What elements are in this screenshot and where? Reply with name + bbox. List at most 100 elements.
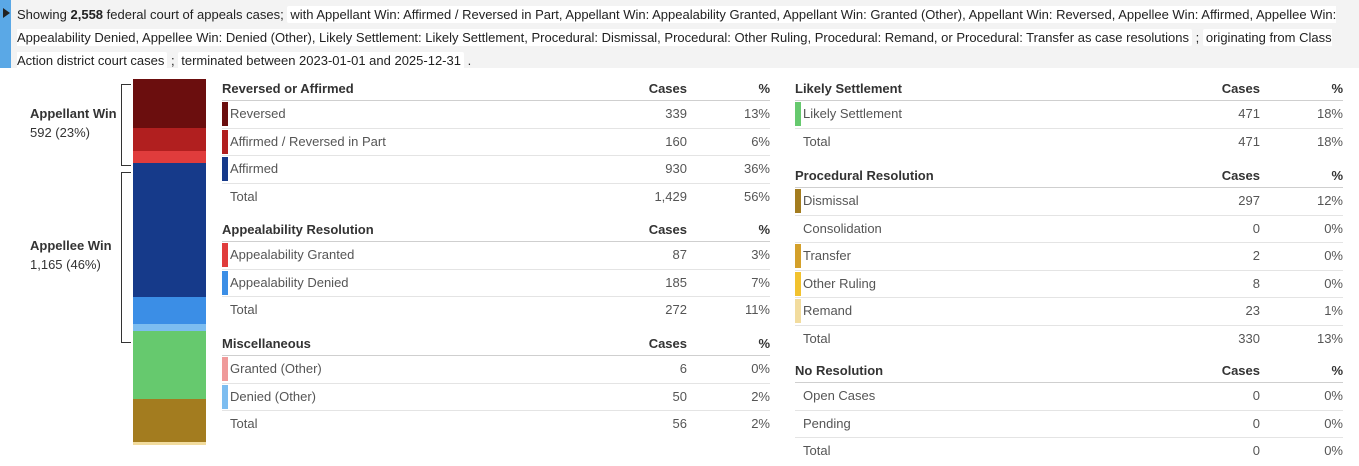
- showing-suffix: federal court of appeals cases;: [106, 7, 284, 22]
- total-label: Total: [803, 133, 831, 149]
- bar-segment-remand[interactable]: [133, 441, 206, 446]
- total-label: Total: [803, 443, 831, 458]
- total-cases: 1,429: [654, 188, 687, 204]
- row-cases: 160: [665, 133, 687, 149]
- total-percent: 11%: [744, 302, 770, 317]
- cases-column-header: Cases: [1221, 81, 1260, 96]
- table-row: Open Cases 0 0%: [795, 383, 1343, 411]
- total-label: Total: [230, 302, 258, 317]
- row-percent: 0%: [1324, 275, 1343, 291]
- table-likely-settlement: Likely Settlement Cases% Likely Settlement…: [795, 79, 1343, 155]
- bar-segment-reversed[interactable]: [133, 79, 206, 128]
- percent-column-header: %: [758, 336, 770, 351]
- row-label: Dismissal: [803, 193, 859, 208]
- table-miscellaneous: Miscellaneous Cases% Granted (Other) 6 0% Den…: [222, 334, 770, 438]
- color-swatch: [795, 299, 801, 323]
- row-cases: 87: [672, 247, 687, 262]
- row-percent: 1%: [1324, 303, 1343, 318]
- table-header: Reversed or Affirmed Cases%: [222, 79, 770, 101]
- row-label: Affirmed: [230, 161, 279, 176]
- row-cases: 0: [1252, 388, 1260, 403]
- color-swatch: [795, 189, 801, 213]
- row-label: Granted (Other): [230, 361, 322, 376]
- row-cases: 23: [1245, 303, 1260, 318]
- table-total-row: Total 272 11%: [222, 297, 770, 324]
- total-label: Total: [230, 188, 258, 204]
- table-row: Affirmed 930 36%: [222, 156, 770, 184]
- appellant-win-group: Appellant Win 592 (23%): [30, 104, 117, 142]
- color-swatch: [795, 244, 801, 268]
- table-row: Granted (Other) 6 0%: [222, 356, 770, 384]
- color-swatch: [222, 357, 228, 381]
- cases-column-header: Cases: [1221, 363, 1260, 378]
- case-count: 2,558: [70, 7, 104, 22]
- percent-column-header: %: [758, 81, 770, 96]
- row-label: Remand: [803, 303, 853, 318]
- total-percent: 0%: [1324, 443, 1343, 458]
- row-cases: 50: [672, 388, 687, 404]
- row-cases: 339: [665, 106, 687, 121]
- percent-column-header: %: [1331, 81, 1343, 96]
- bar-segment-dismissal[interactable]: [133, 399, 206, 442]
- bar-segment-appealability-granted[interactable]: [133, 150, 206, 164]
- color-swatch: [795, 102, 801, 126]
- section-title: Miscellaneous: [222, 336, 311, 351]
- section-title: Procedural Resolution: [795, 168, 934, 183]
- row-percent: 3%: [751, 247, 770, 262]
- percent-column-header: %: [1331, 363, 1343, 378]
- total-label: Total: [803, 330, 831, 346]
- table-header: Miscellaneous Cases%: [222, 334, 770, 356]
- expand-triangle-icon[interactable]: [3, 8, 10, 18]
- row-percent: 6%: [751, 133, 770, 149]
- table-row: Consolidation 0 0%: [795, 216, 1343, 243]
- row-label: Consolidation: [803, 220, 882, 236]
- row-percent: 36%: [743, 161, 770, 176]
- row-label: Affirmed / Reversed in Part: [230, 133, 386, 149]
- row-label: Likely Settlement: [803, 106, 902, 121]
- total-cases: 272: [665, 302, 687, 317]
- table-header: No Resolution Cases%: [795, 361, 1343, 383]
- section-title: Likely Settlement: [795, 81, 902, 96]
- bar-segment-likely-settlement[interactable]: [133, 331, 206, 400]
- section-title: Reversed or Affirmed: [222, 81, 354, 96]
- table-row: Appealability Denied 185 7%: [222, 270, 770, 297]
- table-appealability: Appealability Resolution Cases% Appealabil…: [222, 220, 770, 324]
- row-label: Appealability Denied: [230, 274, 349, 290]
- bar-segment-affirmed-reversed-in-part[interactable]: [133, 127, 206, 151]
- color-swatch: [222, 384, 228, 409]
- resolution-stacked-bar: [133, 79, 206, 466]
- row-label: Reversed: [230, 106, 286, 121]
- total-percent: 2%: [751, 416, 770, 431]
- row-cases: 297: [1238, 193, 1260, 208]
- date-filter-chip[interactable]: terminated between 2023-01-01 and 2025-1…: [178, 52, 464, 69]
- row-label: Other Ruling: [803, 275, 876, 291]
- row-percent: 0%: [751, 361, 770, 376]
- separator: ;: [171, 53, 175, 68]
- bar-segment-denied-other[interactable]: [133, 324, 206, 332]
- appellant-bracket: [121, 84, 131, 166]
- row-percent: 0%: [1324, 415, 1343, 431]
- table-header: Likely Settlement Cases%: [795, 79, 1343, 101]
- appellee-win-value: 1,165 (46%): [30, 257, 101, 272]
- table-header: Appealability Resolution Cases%: [222, 220, 770, 242]
- cases-column-header: Cases: [648, 81, 687, 96]
- total-label: Total: [230, 416, 258, 431]
- appellant-win-label: Appellant Win: [30, 106, 117, 121]
- appellant-win-value: 592 (23%): [30, 125, 90, 140]
- row-label: Transfer: [803, 248, 851, 263]
- row-label: Denied (Other): [230, 388, 316, 404]
- total-cases: 471: [1238, 133, 1260, 149]
- table-row: Other Ruling 8 0%: [795, 271, 1343, 298]
- bar-segment-appealability-denied[interactable]: [133, 297, 206, 325]
- total-percent: 18%: [1316, 133, 1343, 149]
- row-percent: 0%: [1324, 220, 1343, 236]
- row-cases: 2: [1252, 248, 1260, 263]
- table-procedural: Procedural Resolution Cases% Dismissal 297 1…: [795, 166, 1343, 352]
- total-percent: 13%: [1316, 330, 1343, 346]
- separator: ;: [1195, 30, 1200, 45]
- color-swatch: [222, 129, 228, 154]
- banner-end: .: [467, 53, 472, 68]
- bar-segment-affirmed[interactable]: [133, 163, 206, 298]
- row-cases: 0: [1252, 415, 1260, 431]
- color-swatch: [222, 102, 228, 126]
